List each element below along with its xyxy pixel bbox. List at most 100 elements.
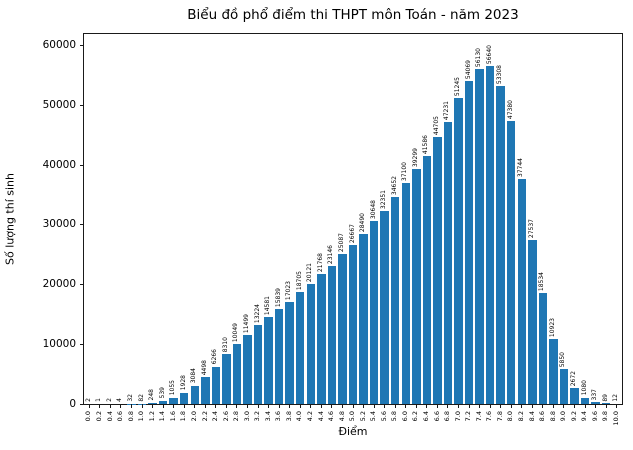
x-tick-label: 2.2: [200, 411, 209, 422]
bar-value-label: 6266: [211, 349, 219, 365]
x-tick-label: 6.2: [411, 411, 420, 422]
bar: [412, 169, 421, 404]
x-tick-label: 7.6: [485, 411, 494, 422]
bar: [454, 98, 463, 404]
x-tick: [521, 404, 523, 408]
bar: [422, 155, 432, 404]
y-tick: [80, 224, 84, 226]
bar: [380, 210, 389, 404]
bar-value-label: 27537: [527, 218, 535, 238]
bar-value-label: 1: [95, 398, 103, 402]
x-tick: [394, 404, 396, 408]
bar-value-label: 54069: [464, 60, 472, 80]
x-tick: [268, 404, 270, 408]
bar-value-label: 12: [612, 394, 620, 402]
bar: [475, 69, 484, 404]
bar: [317, 274, 326, 404]
x-tick-label: 9.2: [569, 411, 578, 422]
x-tick: [373, 404, 375, 408]
bar-value-label: 10049: [232, 322, 240, 343]
bar: [538, 293, 548, 404]
x-tick-label: 8.0: [506, 411, 515, 422]
bar: [601, 403, 611, 404]
bar-value-label: 20121: [306, 262, 314, 282]
bar-value-label: 1928: [179, 375, 187, 391]
x-tick: [204, 404, 206, 408]
bar-value-label: 337: [591, 388, 599, 400]
x-tick-label: 6.6: [432, 411, 441, 422]
bar-value-label: 18705: [295, 271, 303, 291]
x-tick: [215, 404, 217, 408]
bar-value-label: 23146: [327, 244, 335, 264]
x-tick: [468, 404, 470, 408]
x-tick: [510, 404, 512, 408]
bar: [549, 338, 558, 404]
x-tick: [552, 404, 554, 408]
x-tick: [162, 404, 164, 408]
bar-value-label: 4: [116, 398, 124, 402]
bar-value-label: 89: [601, 393, 609, 402]
y-tick-label: 0: [69, 397, 76, 410]
x-tick: [415, 404, 417, 408]
x-tick: [574, 404, 576, 408]
bar-value-label: 21768: [316, 253, 324, 273]
bar-value-label: 32351: [380, 189, 388, 209]
bar: [348, 244, 358, 404]
bar-value-label: 11499: [243, 314, 250, 334]
x-tick-label: 0.2: [95, 411, 104, 422]
bar: [485, 66, 495, 404]
bar: [559, 369, 569, 404]
x-tick-label: 1.6: [168, 411, 177, 422]
x-tick-label: 0.0: [84, 411, 93, 422]
bar-value-label: 39299: [411, 148, 419, 168]
x-tick: [595, 404, 597, 408]
x-tick-label: 3.2: [253, 411, 262, 422]
bar: [190, 385, 199, 404]
x-tick-label: 4.4: [316, 411, 325, 422]
x-tick: [247, 404, 248, 408]
x-tick: [363, 404, 365, 408]
bar: [401, 182, 410, 404]
x-tick: [320, 404, 322, 408]
y-tick-label: 10000: [42, 337, 76, 350]
bar-value-label: 15839: [274, 288, 282, 308]
x-tick: [331, 404, 333, 408]
bar-value-label: 47231: [443, 101, 451, 121]
x-tick-label: 9.6: [590, 411, 599, 422]
bar-value-label: 82: [137, 393, 145, 402]
bar: [580, 397, 590, 404]
bar-value-label: 4498: [200, 359, 208, 376]
x-tick-label: 1.8: [179, 411, 188, 422]
x-tick: [457, 404, 459, 408]
y-tick: [80, 164, 84, 166]
x-tick: [584, 404, 586, 408]
bar: [327, 265, 337, 404]
bar: [338, 254, 347, 404]
x-tick-label: 3.6: [274, 411, 283, 422]
x-tick: [183, 404, 185, 408]
bar-value-label: 51245: [453, 77, 461, 97]
bar-value-label: 32: [126, 394, 134, 402]
bar: [274, 309, 284, 404]
x-tick-label: 4.0: [295, 411, 304, 422]
x-tick-label: 5.6: [379, 411, 388, 422]
bar-value-label: 2672: [570, 370, 578, 387]
bar-value-label: 30648: [369, 200, 377, 220]
x-tick: [341, 404, 343, 408]
x-tick-label: 0.6: [116, 411, 125, 422]
x-tick: [616, 404, 618, 408]
bar-value-label: 53308: [496, 64, 504, 84]
x-tick-label: 10.0: [611, 411, 620, 426]
bar: [496, 85, 505, 404]
bar: [507, 121, 516, 404]
x-tick-label: 1.0: [137, 411, 146, 422]
y-tick-label: 20000: [42, 278, 76, 291]
bar: [528, 239, 537, 404]
bar-value-label: 248: [148, 389, 156, 401]
x-tick: [299, 404, 301, 408]
bar: [243, 335, 252, 404]
bar-value-label: 56640: [485, 44, 493, 64]
y-tick: [80, 45, 84, 47]
bar: [211, 366, 221, 404]
x-tick: [194, 404, 196, 408]
